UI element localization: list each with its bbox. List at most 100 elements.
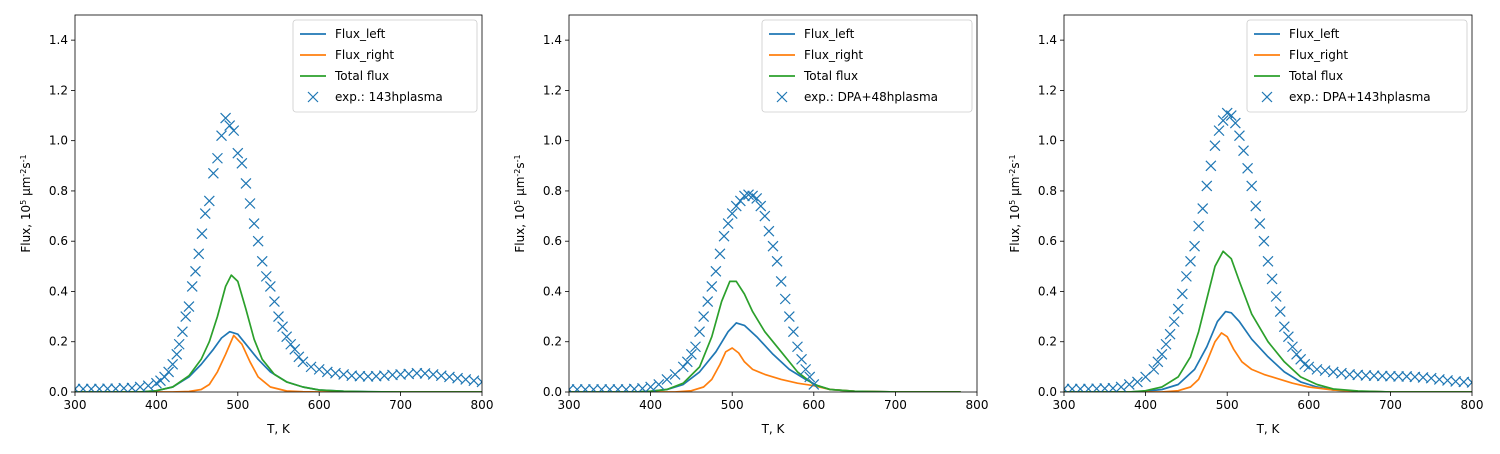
data-point: [1360, 369, 1372, 381]
legend-box: [761, 19, 973, 113]
data-point: [177, 326, 188, 338]
data-point: [252, 235, 264, 247]
data-point: [588, 384, 599, 392]
data-point: [730, 200, 742, 212]
data-point: [796, 353, 807, 365]
data-point: [779, 293, 791, 305]
x-tick-label: 800: [1461, 398, 1484, 412]
data-point: [212, 152, 223, 164]
panel-1: 300 400 500 600 700 800 0.0 0.2 0.4 0.6 0.8 1.0 1.2 1…: [19, 14, 494, 436]
data-point: [1278, 321, 1290, 333]
data-point: [1197, 203, 1209, 214]
data-point: [1384, 370, 1396, 382]
data-point: [1185, 255, 1196, 267]
data-point: [1152, 356, 1164, 368]
data-point: [159, 371, 170, 383]
legend-swatch: [1261, 91, 1273, 103]
y-tick-label: 0.0: [49, 385, 68, 399]
y-axis-label: Flux, 105 μm-2s-1: [1008, 154, 1023, 252]
data-point: [698, 311, 710, 323]
data-point: [173, 338, 185, 350]
series-flux-right: [1064, 332, 1472, 392]
data-point: [1156, 348, 1168, 360]
data-point: [1254, 218, 1266, 230]
legend-label: Flux_left: [1289, 27, 1340, 41]
data-point: [1303, 361, 1315, 373]
data-point: [142, 380, 154, 392]
axes-frame: [568, 14, 978, 393]
data-point: [722, 218, 734, 230]
data-point: [260, 270, 272, 282]
panel-2: 300 400 500 600 700 800 0.0 0.2 0.4 0.6 0.8 1.0 1.2 1…: [513, 14, 989, 436]
x-tick-label: 800: [471, 398, 494, 412]
x-tick-label: 600: [308, 398, 331, 412]
x-tick-label: 300: [558, 398, 581, 412]
y-tick-label: 1.4: [49, 33, 68, 47]
plot-area: [75, 112, 482, 392]
data-point: [1160, 338, 1172, 350]
data-point: [305, 361, 317, 373]
legend: Flux_left Flux_right Total flux exp.: DPA+1…: [1246, 19, 1468, 113]
data-point: [244, 198, 256, 209]
axes-frame: [74, 14, 483, 393]
x-tick-label: 800: [966, 398, 989, 412]
data-point: [569, 384, 575, 392]
y-tick-label: 0.2: [1038, 335, 1057, 349]
data-point: [1193, 220, 1205, 232]
data-point: [273, 311, 284, 323]
data-point: [193, 248, 205, 260]
series-line: [569, 322, 961, 392]
y-axis-label: Flux, 105 μm-2s-1: [19, 154, 34, 252]
y-tick-label: 0.8: [543, 184, 562, 198]
legend-label: exp.: DPA+143hplasma: [1289, 90, 1431, 104]
data-point: [313, 363, 325, 375]
x-axis-label: T, K: [1256, 422, 1281, 436]
data-point: [792, 341, 803, 353]
x-tick-label: 700: [1379, 398, 1402, 412]
data-point: [743, 189, 754, 201]
x-tick-label: 500: [1216, 398, 1239, 412]
data-point: [612, 384, 624, 392]
data-point: [653, 379, 665, 390]
legend-item: Flux_left: [1254, 27, 1340, 41]
data-point: [771, 255, 783, 267]
data-point: [1246, 180, 1258, 192]
data-point: [1458, 376, 1470, 388]
data-point: [228, 125, 240, 137]
legend-swatch: [307, 91, 319, 103]
data-point: [710, 265, 722, 277]
data-point: [1282, 331, 1294, 343]
data-point: [190, 265, 201, 277]
legend-box: [292, 19, 478, 113]
data-point: [1066, 383, 1078, 392]
y-tick-label: 0.6: [543, 234, 562, 248]
y-tick-label: 0.2: [49, 335, 68, 349]
data-point: [1262, 255, 1274, 267]
y-tick-label: 0.0: [543, 385, 562, 399]
series-line: [569, 280, 961, 392]
data-point: [370, 370, 382, 382]
data-point: [1213, 125, 1225, 137]
data-point: [808, 379, 820, 390]
y-tick-label: 1.0: [49, 134, 68, 148]
data-point: [694, 326, 705, 338]
data-point: [714, 248, 726, 260]
legend-item: exp.: 143hplasma: [307, 90, 443, 104]
data-point: [297, 356, 309, 368]
data-point: [362, 370, 374, 382]
x-tick-label: 600: [1297, 398, 1320, 412]
legend-item: exp.: DPA+48hplasma: [776, 90, 938, 104]
data-point: [118, 382, 130, 392]
data-point: [1450, 376, 1462, 387]
data-point: [751, 193, 763, 204]
x-tick-label: 300: [1053, 398, 1076, 412]
series-total-flux: [75, 274, 482, 392]
x-axis-label: T, K: [761, 422, 786, 436]
y-tick-label: 0.6: [1038, 234, 1057, 248]
data-point: [1291, 348, 1302, 360]
data-point: [690, 341, 701, 353]
legend-item: Total flux: [300, 69, 389, 83]
data-point: [571, 384, 583, 392]
x-tick-label: 300: [64, 398, 87, 412]
